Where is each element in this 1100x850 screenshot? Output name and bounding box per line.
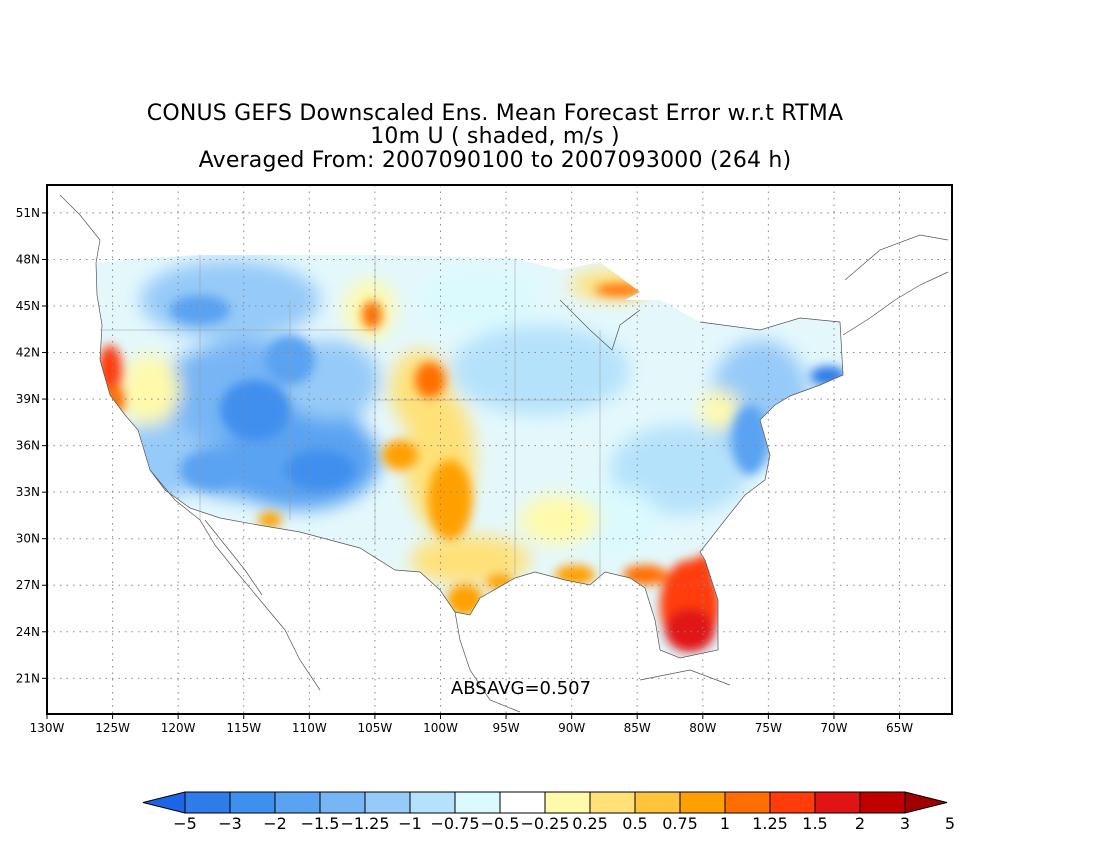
state-boundaries: [100, 255, 601, 580]
colorbar-label: 0.5: [622, 814, 647, 833]
latitude-axis: 51N 48N 45N 42N 39N 36N 33N 30N 27N 24N 21N: [16, 206, 47, 685]
colorbar-label: 3: [900, 814, 910, 833]
colorbar: −5 −3 −2 −1.5 −1.25 −1 −0.75 −0.5 −0.25 0.25 0.5 0.…: [142, 791, 955, 833]
lon-tick-label: 100W: [423, 721, 458, 735]
colorbar-label: 1.5: [802, 814, 827, 833]
lat-tick-label: 27N: [16, 578, 40, 592]
colorbar-swatch: [634, 791, 681, 814]
lon-tick-label: 125W: [95, 721, 130, 735]
colorbar-swatch: [769, 791, 816, 814]
map-frame: [46, 184, 953, 715]
colorbar-swatch: [184, 791, 231, 814]
colorbar-swatch: [544, 791, 591, 814]
colorbar-label: 2: [855, 814, 865, 833]
colorbar-label: −1: [398, 814, 422, 833]
lat-tick-label: 21N: [16, 671, 40, 685]
colorbar-label: 1.25: [752, 814, 788, 833]
lat-tick-label: 42N: [16, 346, 40, 360]
colorbar-swatch: [724, 791, 771, 814]
colorbar-label: −0.75: [430, 814, 479, 833]
plot-title-line-3: Averaged From: 2007090100 to 2007093000 …: [198, 148, 792, 173]
colorbar-swatch: [499, 791, 546, 814]
lat-tick-label: 45N: [16, 299, 40, 313]
lon-tick-label: 80W: [689, 721, 716, 735]
lat-tick-label: 39N: [16, 392, 40, 406]
lon-tick-label: 120W: [161, 721, 196, 735]
colorbar-low-extension: [142, 791, 186, 814]
colorbar-label: −1.25: [340, 814, 389, 833]
lon-tick-label: 75W: [755, 721, 782, 735]
colorbar-swatch: [274, 791, 321, 814]
colorbar-label: −3: [218, 814, 242, 833]
lon-tick-label: 115W: [226, 721, 261, 735]
lon-tick-label: 65W: [886, 721, 913, 735]
colorbar-label: 0.25: [572, 814, 608, 833]
coastlines: [59, 194, 949, 713]
colorbar-label: −0.5: [481, 814, 520, 833]
lon-tick-label: 90W: [558, 721, 585, 735]
lat-tick-label: 30N: [16, 532, 40, 546]
colorbar-label: −0.25: [520, 814, 569, 833]
colorbar-label: −1.5: [301, 814, 340, 833]
plot-title-line-1: CONUS GEFS Downscaled Ens. Mean Forecast…: [146, 101, 844, 126]
lon-tick-label: 85W: [624, 721, 651, 735]
colorbar-swatch: [319, 791, 366, 814]
colorbar-swatch: [859, 791, 906, 814]
lon-tick-label: 70W: [820, 721, 847, 735]
colorbar-swatch: [364, 791, 411, 814]
lon-tick-label: 130W: [30, 721, 65, 735]
colorbar-swatch: [679, 791, 726, 814]
colorbar-label: 5: [945, 814, 955, 833]
longitude-axis: 130W 125W 120W 115W 110W 105W 100W 95W 90W 85W 80W…: [30, 714, 913, 735]
lat-tick-label: 51N: [16, 206, 40, 220]
colorbar-swatch: [814, 791, 861, 814]
lon-tick-label: 95W: [492, 721, 519, 735]
colorbar-label: −5: [173, 814, 197, 833]
absavg-annotation: ABSAVG=0.507: [451, 678, 591, 699]
colorbar-swatch: [454, 791, 501, 814]
lat-tick-label: 48N: [16, 252, 40, 266]
lat-tick-label: 36N: [16, 439, 40, 453]
lon-tick-label: 105W: [358, 721, 393, 735]
lat-tick-label: 33N: [16, 485, 40, 499]
colorbar-swatch: [229, 791, 276, 814]
graticule: [47, 185, 952, 714]
colorbar-label: 0.75: [662, 814, 698, 833]
lon-tick-label: 110W: [292, 721, 327, 735]
colorbar-swatch: [409, 791, 456, 814]
colorbar-label: −2: [263, 814, 287, 833]
colorbar-label: 1: [720, 814, 730, 833]
plot-title-line-2: 10m U ( shaded, m/s ): [370, 124, 620, 149]
colorbar-high-extension: [904, 791, 948, 814]
lat-tick-label: 24N: [16, 625, 40, 639]
colorbar-swatch: [589, 791, 636, 814]
